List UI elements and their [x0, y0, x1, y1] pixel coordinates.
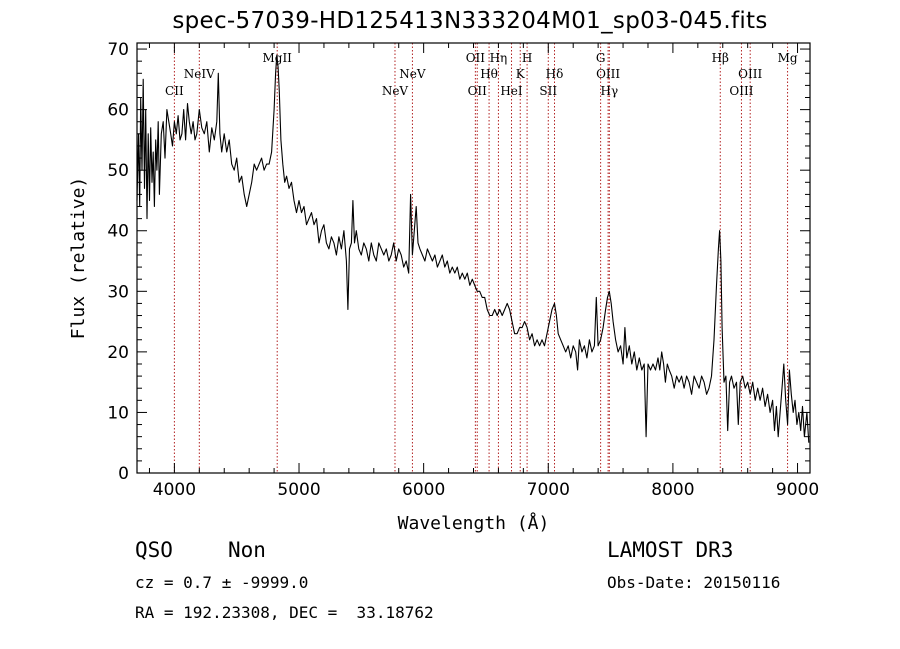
line-label-20: Mg: [778, 51, 798, 65]
x-tick-label: 8000: [651, 480, 694, 500]
line-label-10: K: [516, 67, 526, 81]
line-label-19: OIII: [738, 67, 762, 81]
y-axis-label: Flux (relative): [68, 177, 89, 340]
y-tick-label: 30: [107, 282, 129, 302]
line-label-8: Hη: [490, 51, 508, 65]
y-tick-label: 40: [107, 222, 129, 242]
line-label-0: CII: [165, 84, 184, 98]
x-tick-label: 5000: [277, 480, 320, 500]
line-label-6: OII: [468, 84, 488, 98]
y-tick-label: 60: [107, 101, 129, 121]
y-tick-label: 70: [107, 40, 129, 60]
line-label-17: Hβ: [712, 51, 729, 65]
x-axis-label: Wavelength (Å): [398, 512, 550, 534]
x-tick-label: 7000: [527, 480, 570, 500]
line-label-1: NeIV: [184, 67, 215, 81]
y-tick-label: 50: [107, 161, 129, 181]
x-tick-label: 4000: [153, 480, 196, 500]
line-label-15: OIII: [596, 67, 620, 81]
object-subclass: Non: [228, 538, 266, 562]
line-label-11: H: [522, 51, 532, 65]
line-label-5: OII: [466, 51, 486, 65]
line-label-14: G: [596, 51, 606, 65]
line-label-16: Hγ: [601, 84, 619, 98]
line-label-4: NeV: [399, 67, 426, 81]
y-tick-label: 20: [107, 343, 129, 363]
object-class: QSO: [135, 538, 173, 562]
x-axis-ticks: 4000 5000 6000 7000 8000 9000: [148, 43, 819, 500]
y-tick-label: 0: [118, 464, 129, 484]
sky-coordinates: RA = 192.23308, DEC = 33.18762: [135, 603, 434, 622]
chart-title: spec-57039-HD125413N333204M01_sp03-045.f…: [172, 8, 768, 34]
y-axis-ticks: 0 10 20 30 40 50 60 70: [107, 40, 810, 484]
y-tick-label: 10: [107, 403, 129, 423]
emission-line-labels: CIINeIVMgIINeVNeVOIIOIIHθHηHeIKHSIIHδGOI…: [165, 51, 798, 98]
observation-date: Obs-Date: 20150116: [607, 573, 781, 592]
x-tick-label: 6000: [402, 480, 445, 500]
line-label-18: OIII: [729, 84, 753, 98]
line-label-9: HeI: [500, 84, 523, 98]
redshift-cz: cz = 0.7 ± -9999.0: [135, 573, 309, 592]
line-label-13: Hδ: [546, 67, 564, 81]
survey-name: LAMOST DR3: [607, 538, 734, 562]
flux-series-line: [136, 54, 810, 443]
line-label-12: SII: [539, 84, 557, 98]
emission-line-markers: [173, 43, 789, 473]
line-label-3: NeV: [382, 84, 409, 98]
line-label-7: Hθ: [480, 67, 498, 81]
plot-frame: [136, 42, 811, 474]
x-tick-label: 9000: [776, 480, 819, 500]
